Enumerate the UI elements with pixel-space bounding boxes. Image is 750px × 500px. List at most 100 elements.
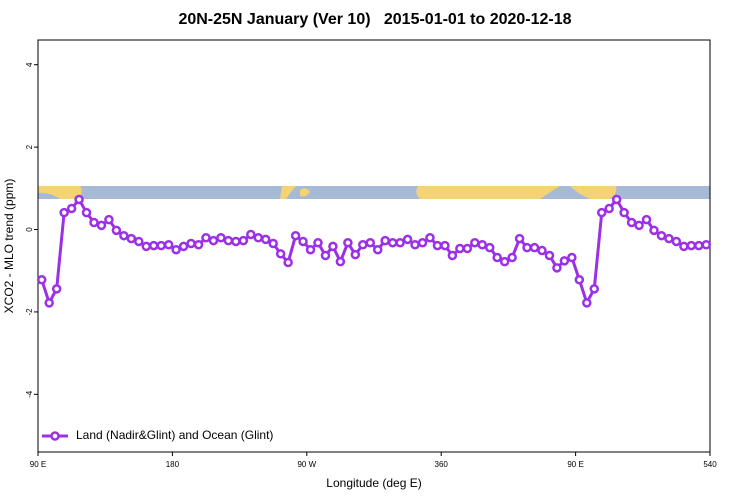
- data-point: [178, 241, 189, 252]
- data-point: [567, 252, 577, 263]
- land: [280, 186, 296, 199]
- data-point: [283, 257, 293, 268]
- x-tick-label: 90 E: [567, 460, 583, 469]
- land: [38, 186, 82, 199]
- data-point: [350, 249, 361, 260]
- y-tick-label: 0: [25, 227, 34, 232]
- data-point: [537, 245, 547, 256]
- data-point: [193, 240, 204, 250]
- data-point: [119, 230, 129, 241]
- data-point: [507, 252, 517, 263]
- data-point: [395, 237, 405, 248]
- data-point: [216, 233, 226, 243]
- data-point: [656, 230, 667, 241]
- data-point: [260, 234, 271, 245]
- data-point: [492, 252, 502, 263]
- data-point: [201, 233, 211, 243]
- data-point: [514, 233, 525, 244]
- data-point: [343, 237, 353, 248]
- data-point: [223, 235, 234, 246]
- data-point: [320, 250, 331, 261]
- data-point: [604, 203, 614, 214]
- data-point: [238, 235, 249, 246]
- data-point: [358, 240, 368, 250]
- land: [300, 188, 310, 197]
- data-point: [74, 194, 84, 205]
- x-tick-label: 90 W: [297, 460, 316, 469]
- land: [416, 186, 560, 199]
- data-point: [148, 240, 159, 251]
- data-point: [171, 244, 181, 255]
- data-point: [440, 240, 450, 251]
- legend-marker: [50, 431, 60, 441]
- data-point: [686, 240, 697, 251]
- data-point: [559, 256, 570, 266]
- data-point: [574, 275, 585, 285]
- data-point: [51, 284, 62, 294]
- data-point: [477, 240, 488, 250]
- data-point: [626, 217, 637, 228]
- data-point: [44, 298, 54, 308]
- legend-label: Land (Nadir&Glint) and Ocean (Glint): [76, 428, 273, 442]
- data-point: [649, 225, 659, 236]
- data-point: [89, 217, 99, 228]
- data-point: [163, 240, 174, 250]
- x-tick-label: 90 E: [30, 460, 46, 469]
- data-point: [544, 250, 555, 261]
- y-tick-label: -4: [25, 390, 34, 398]
- data-point: [589, 284, 600, 294]
- data-point: [268, 238, 278, 249]
- data-point: [455, 243, 465, 254]
- data-point: [156, 240, 166, 251]
- y-tick-label: -2: [25, 308, 34, 316]
- data-point: [462, 243, 473, 254]
- data-point: [246, 229, 256, 240]
- data-point: [96, 220, 107, 231]
- map-strip: [38, 186, 710, 199]
- data-point: [701, 240, 712, 250]
- data-point: [522, 242, 532, 253]
- data-point: [290, 230, 301, 241]
- data-point: [679, 241, 689, 252]
- data-point: [81, 207, 92, 218]
- data-point: [134, 236, 144, 247]
- data-point: [470, 237, 480, 248]
- data-point: [664, 233, 674, 244]
- data-point: [410, 240, 420, 250]
- data-point: [59, 207, 69, 218]
- data-point: [104, 214, 114, 225]
- x-axis-label: Longitude (deg E): [326, 476, 421, 490]
- data-point: [596, 207, 607, 218]
- land: [570, 186, 617, 199]
- data-point: [417, 237, 428, 248]
- data-point: [641, 214, 652, 225]
- data-point: [111, 225, 122, 236]
- data-point: [671, 236, 682, 247]
- data-point: [275, 249, 286, 259]
- data-point: [141, 241, 152, 252]
- data-point: [634, 220, 644, 231]
- data-point: [432, 240, 443, 251]
- data-point: [582, 298, 592, 308]
- data-point: [529, 242, 540, 253]
- data-point: [425, 233, 435, 243]
- y-tick-label: 2: [25, 144, 34, 149]
- data-point: [499, 256, 510, 267]
- data-point: [372, 244, 383, 255]
- data-point: [313, 237, 323, 248]
- data-point: [126, 233, 137, 244]
- data-point: [328, 241, 338, 252]
- data-point: [253, 233, 264, 243]
- y-axis-label: XCO2 - MLO trend (ppm): [2, 179, 16, 314]
- data-point: [619, 207, 629, 218]
- data-point: [380, 235, 390, 246]
- data-point: [298, 236, 308, 247]
- x-tick-label: 360: [435, 460, 449, 469]
- data-point: [402, 234, 413, 245]
- data-point: [365, 237, 376, 248]
- data-point: [387, 237, 398, 248]
- data-point: [694, 240, 704, 251]
- data-point: [611, 194, 622, 205]
- chart-title: 20N-25N January (Ver 10) 2015-01-01 to 2…: [178, 11, 571, 28]
